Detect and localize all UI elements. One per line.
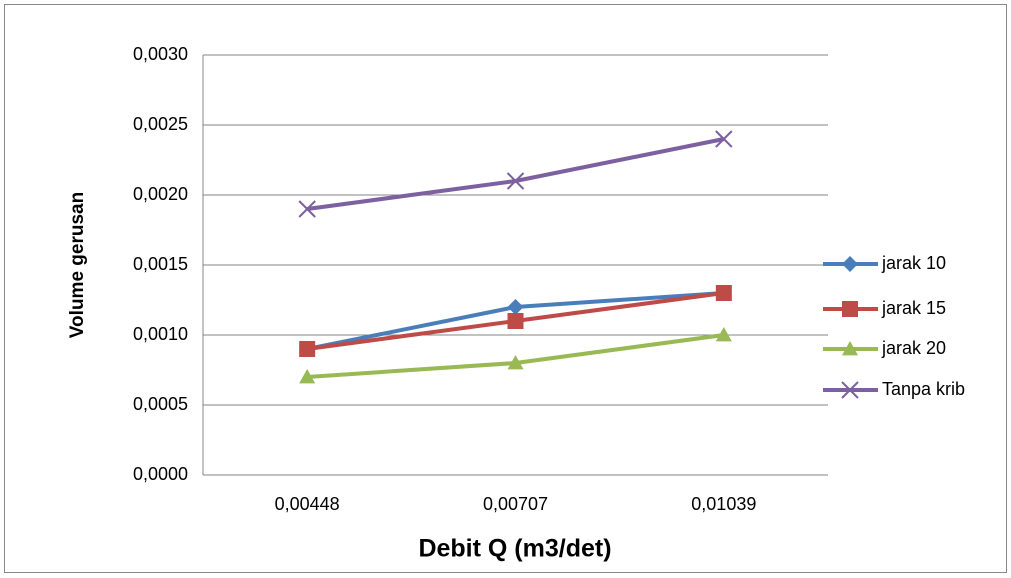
- marker: [507, 355, 524, 370]
- y-tick-label: 0,0030: [133, 44, 188, 64]
- marker: [506, 172, 525, 190]
- x-tick-label: 0,01039: [691, 494, 756, 514]
- marker: [715, 130, 733, 148]
- marker: [842, 256, 858, 272]
- marker: [298, 200, 316, 218]
- y-tick-label: 0,0020: [133, 184, 188, 204]
- marker: [299, 369, 316, 384]
- y-axis-title: Volume gerusan: [67, 192, 88, 338]
- y-tick-label: 0,0000: [133, 464, 188, 484]
- marker: [715, 285, 732, 301]
- chart-border: [4, 4, 1007, 573]
- marker: [842, 301, 858, 317]
- legend-label: jarak 15: [881, 298, 946, 318]
- x-axis-title: Debit Q (m3/det): [418, 535, 611, 563]
- x-tick-label: 0,00707: [483, 494, 548, 514]
- legend-label: jarak 10: [881, 253, 946, 273]
- x-tick-label: 0,00448: [275, 494, 340, 514]
- marker: [299, 341, 316, 357]
- marker: [507, 313, 524, 329]
- marker: [715, 327, 732, 342]
- marker: [507, 299, 524, 315]
- y-tick-label: 0,0010: [133, 324, 188, 344]
- y-tick-label: 0,0005: [133, 394, 188, 414]
- marker: [841, 381, 859, 399]
- marker: [842, 341, 858, 356]
- y-tick-label: 0,0025: [133, 114, 188, 134]
- legend-label: jarak 20: [881, 338, 946, 358]
- legend-label: Tanpa krib: [882, 379, 965, 399]
- y-tick-label: 0,0015: [133, 254, 188, 274]
